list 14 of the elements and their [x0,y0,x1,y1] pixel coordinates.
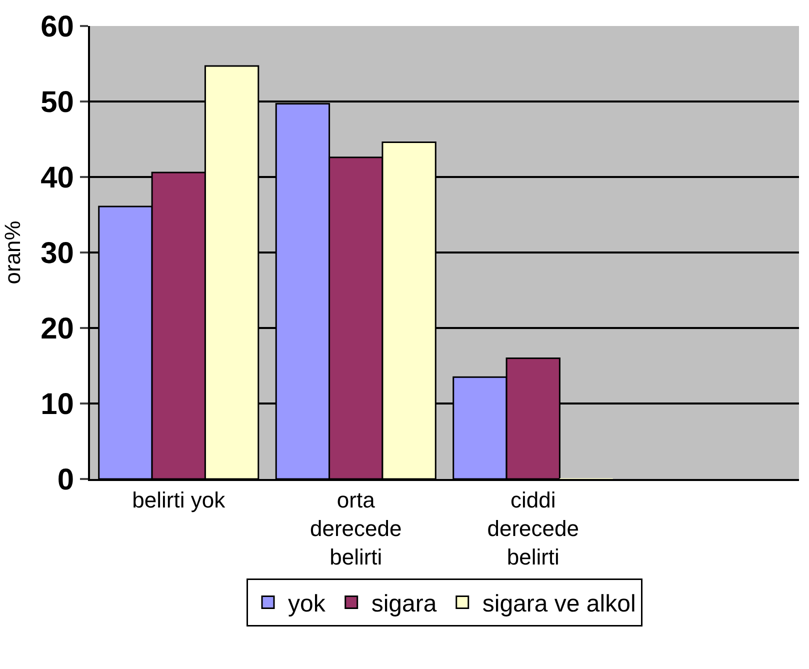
y-tick-label: 20 [40,312,74,346]
x-tick-label: orta derecede belirti [310,487,402,570]
legend-label: sigara ve alkol [482,590,636,618]
y-tick-label: 60 [40,10,74,44]
y-tick-label: 10 [40,388,74,421]
y-tick-label: 40 [40,162,74,194]
x-tick-label: belirti yok [132,487,226,512]
y-tick-label: 0 [57,464,74,496]
y-tick-label: 50 [40,86,74,119]
legend-label: yok [288,590,326,618]
y-tick-label: 30 [40,237,74,270]
y-axis-title: oran% [0,220,25,284]
x-tick-label: ciddi derecede belirti [487,487,580,570]
legend-label: sigara [371,590,438,618]
